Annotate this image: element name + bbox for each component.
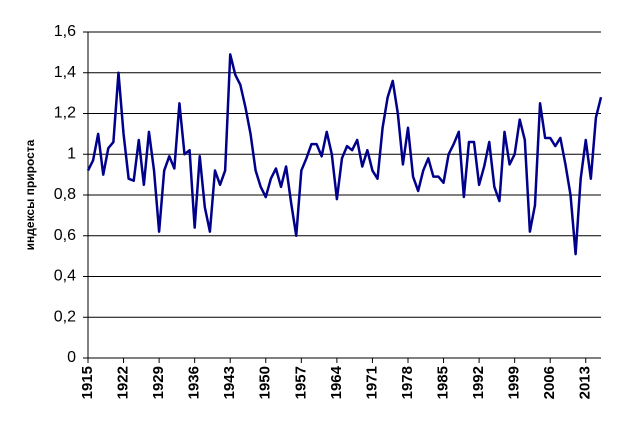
x-tick-label: 1957 <box>292 366 309 399</box>
y-tick-label: 1,6 <box>54 23 76 40</box>
y-tick-label: 0,2 <box>54 308 76 325</box>
x-tick-label: 2013 <box>577 366 594 399</box>
x-tick-label: 1992 <box>470 366 487 399</box>
y-tick-label: 0,8 <box>54 186 76 203</box>
y-tick-label: 0,4 <box>54 268 76 285</box>
y-tick-label: 1,4 <box>54 64 76 81</box>
x-tick-label: 1915 <box>79 366 96 399</box>
x-tick-label: 1999 <box>506 366 523 399</box>
x-tick-label: 1936 <box>186 366 203 399</box>
x-tick-label: 1922 <box>115 366 132 399</box>
y-axis-label: индексы прироста <box>23 139 37 250</box>
x-tick-label: 1943 <box>221 366 238 399</box>
x-tick-label: 1971 <box>363 366 380 399</box>
y-tick-label: 0,6 <box>54 227 76 244</box>
x-tick-label: 1929 <box>150 366 167 399</box>
y-tick-label: 1 <box>67 145 76 162</box>
x-tick-label: 1978 <box>399 366 416 399</box>
x-tick-label: 1950 <box>257 366 274 399</box>
x-tick-label: 1964 <box>328 365 345 399</box>
y-tick-label: 0 <box>67 349 76 366</box>
y-tick-label: 1,2 <box>54 105 76 122</box>
x-tick-label: 2006 <box>541 366 558 399</box>
data-line <box>86 53 603 256</box>
x-tick-label: 1985 <box>435 366 452 399</box>
